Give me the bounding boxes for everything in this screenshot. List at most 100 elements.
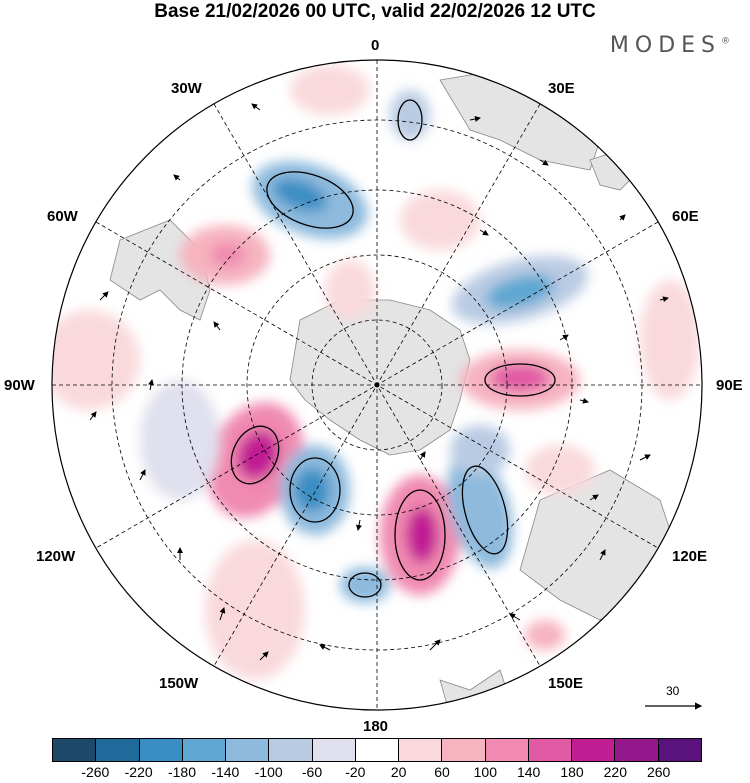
lon-label-60e: 60E	[672, 208, 699, 225]
colorbar-segment	[181, 739, 226, 761]
wind-vector	[139, 469, 146, 481]
anomaly-pink-1-core	[210, 243, 246, 267]
wind-vector	[99, 291, 109, 301]
colorbar	[52, 738, 702, 762]
wind-vector	[509, 613, 521, 621]
wind-vector	[213, 321, 221, 331]
anomaly-blue-2-core	[485, 274, 555, 310]
colorbar-segment	[484, 739, 528, 761]
colorbar-tick-label: 140	[516, 764, 541, 780]
colorbar-tick-label: -20	[345, 764, 366, 780]
anomaly-pink-9	[205, 540, 305, 680]
colorbar-tick-label: -260	[81, 764, 110, 780]
lon-label-90w: 90W	[4, 377, 35, 394]
wind-vector	[319, 644, 331, 651]
anomaly-pink-3-core	[237, 430, 279, 480]
anomaly-blue-7	[140, 380, 220, 500]
colorbar-segment	[354, 739, 399, 761]
colorbar-segment	[53, 739, 96, 761]
colorbar-segment	[614, 739, 658, 761]
wind-vector	[419, 451, 426, 461]
pole-dot	[374, 382, 380, 388]
anomaly-pink-5	[52, 310, 140, 410]
brand-logo: MODES®	[610, 33, 730, 58]
brand-name: MODES	[609, 33, 721, 58]
wind-vector	[619, 214, 626, 221]
colorbar-tick-label: -220	[124, 764, 153, 780]
anomaly-blue-5	[340, 567, 390, 603]
anomaly-blue-1-core	[273, 178, 327, 212]
contour	[484, 363, 556, 397]
lon-label-0: 0	[371, 37, 380, 54]
lon-label-120w: 120W	[36, 548, 76, 565]
contour	[289, 457, 341, 523]
anomaly-pink-8	[325, 260, 375, 320]
colorbar-segment	[225, 739, 269, 761]
wind-vector	[89, 411, 97, 421]
colorbar-tick-label: 20	[390, 764, 407, 780]
vector-scale-arrow	[645, 702, 703, 710]
colorbar-segment	[398, 739, 442, 761]
wind-vector	[356, 519, 362, 531]
anomaly-shading	[52, 65, 700, 680]
lon-label-120e: 120E	[672, 548, 708, 565]
wind-vector	[559, 334, 569, 341]
wind-vectors	[89, 103, 669, 661]
anomaly-pink-7	[400, 190, 480, 250]
map-title: Base 21/02/2026 00 UTC, valid 22/02/2026…	[154, 1, 596, 22]
contour	[266, 171, 354, 229]
colorbar-segment	[268, 739, 312, 761]
lon-label-180: 180	[363, 718, 389, 735]
colorbar-tick-label: 60	[434, 764, 450, 780]
contour	[348, 572, 382, 598]
colorbar-tick-label: 100	[473, 764, 498, 780]
colorbar-segment	[441, 739, 485, 761]
antarctica-land	[289, 299, 471, 456]
anomaly-pink-6	[640, 280, 700, 400]
vector-scale-label: 30	[666, 684, 680, 698]
polar-map	[51, 59, 703, 711]
colorbar-tick-label: -180	[167, 764, 197, 780]
wind-vector	[479, 229, 489, 236]
wind-vector	[259, 651, 269, 661]
map-boundary	[51, 59, 703, 711]
contour	[397, 99, 423, 141]
colorbar-tick-label: 260	[646, 764, 671, 780]
colorbar-segment	[311, 739, 355, 761]
colorbar-ticks: -260 -220 -180 -140 -100 -60 -20 20 60 100 140 180 2…	[0, 764, 750, 782]
contour	[230, 425, 280, 485]
colorbar-segment	[571, 739, 615, 761]
colorbar-tick-label: 220	[603, 764, 628, 780]
colorbar-segment	[527, 739, 572, 761]
colorbar-tick-label: 180	[560, 764, 584, 780]
lon-label-60w: 60W	[47, 208, 78, 225]
streamlines	[230, 99, 556, 598]
anomaly-blue-6	[390, 90, 430, 140]
anomaly-blue-3-core	[294, 468, 330, 512]
anomaly-pink-4-core	[406, 507, 438, 563]
brand-mark: ®	[721, 36, 730, 47]
wind-vector	[539, 159, 549, 166]
wind-vector	[219, 607, 226, 621]
anomaly-pink-11	[525, 620, 565, 650]
lon-label-90e: 90E	[716, 377, 743, 394]
colorbar-tick-label: -140	[211, 764, 240, 780]
wind-vector	[251, 103, 261, 111]
anomaly-pink-10	[525, 445, 595, 495]
wind-vector	[659, 296, 669, 303]
contour	[461, 465, 509, 555]
anomaly-blue-8	[450, 425, 510, 475]
lon-label-30e: 30E	[548, 80, 575, 97]
colorbar-segment	[95, 739, 139, 761]
lon-label-150w: 150W	[159, 675, 199, 692]
contour	[394, 489, 446, 581]
colorbar-segment	[657, 739, 701, 761]
colorbar-tick-label: -60	[301, 764, 323, 780]
wind-vector	[639, 454, 651, 461]
wind-vector	[173, 174, 181, 181]
wind-vector	[429, 639, 441, 651]
anomaly-pink-12	[290, 65, 370, 115]
colorbar-tick-label: -100	[254, 764, 283, 780]
colorbar-segment	[138, 739, 182, 761]
wind-vector	[469, 116, 481, 122]
